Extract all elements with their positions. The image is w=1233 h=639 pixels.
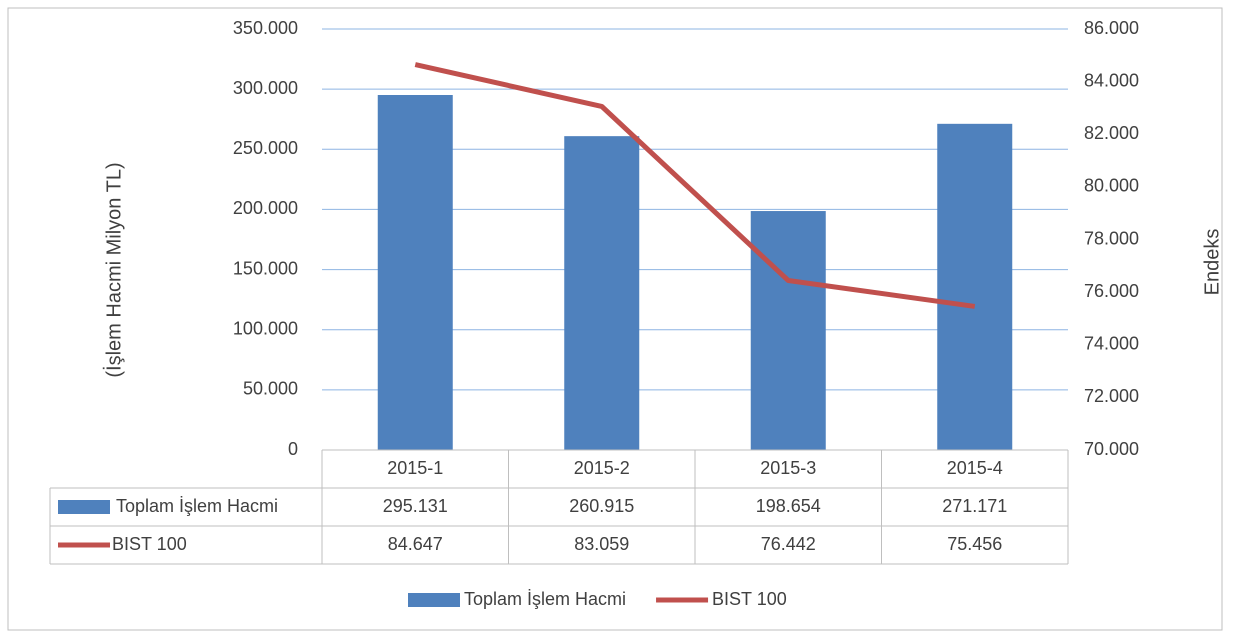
table-value: 76.442 — [761, 534, 816, 554]
y2-tick-label: 84.000 — [1084, 70, 1139, 90]
legend-swatch — [408, 593, 460, 607]
table-value: 75.456 — [947, 534, 1002, 554]
y2-tick-label: 74.000 — [1084, 334, 1139, 354]
y2-tick-label: 72.000 — [1084, 386, 1139, 406]
table-value: 271.171 — [942, 496, 1007, 516]
table-value: 295.131 — [383, 496, 448, 516]
bar — [937, 123, 1013, 451]
table-swatch — [58, 500, 110, 514]
y-tick-label: 250.000 — [233, 138, 298, 158]
y2-axis-label: Endeks — [1201, 229, 1223, 296]
y-tick-label: 0 — [288, 439, 298, 459]
table-value: 83.059 — [574, 534, 629, 554]
y-tick-label: 100.000 — [233, 318, 298, 338]
y-tick-label: 150.000 — [233, 258, 298, 278]
y-tick-label: 350.000 — [233, 18, 298, 38]
bar — [750, 211, 826, 450]
y2-tick-label: 82.000 — [1084, 123, 1139, 143]
line — [414, 62, 976, 309]
bar — [564, 136, 640, 450]
x-tick-label: 2015-2 — [574, 458, 630, 478]
y-tick-label: 50.000 — [243, 379, 298, 399]
bar — [377, 94, 453, 450]
y2-tick-label: 86.000 — [1084, 18, 1139, 38]
y2-tick-label: 70.000 — [1084, 439, 1139, 459]
x-tick-label: 2015-1 — [387, 458, 443, 478]
y-axis-label: (İşlem Hacmi Milyon TL) — [102, 162, 125, 377]
y-tick-label: 300.000 — [233, 78, 298, 98]
table-row-label: Toplam İşlem Hacmi — [116, 496, 278, 516]
y2-tick-label: 78.000 — [1084, 228, 1139, 248]
legend-label: Toplam İşlem Hacmi — [464, 589, 626, 609]
x-tick-label: 2015-3 — [760, 458, 816, 478]
y2-tick-label: 80.000 — [1084, 176, 1139, 196]
y2-tick-label: 76.000 — [1084, 281, 1139, 301]
legend-label: BIST 100 — [712, 589, 787, 609]
table-value: 260.915 — [569, 496, 634, 516]
table-value: 84.647 — [388, 534, 443, 554]
table-row-label: BIST 100 — [112, 534, 187, 554]
y-tick-label: 200.000 — [233, 198, 298, 218]
x-tick-label: 2015-4 — [947, 458, 1003, 478]
table-value: 198.654 — [756, 496, 821, 516]
